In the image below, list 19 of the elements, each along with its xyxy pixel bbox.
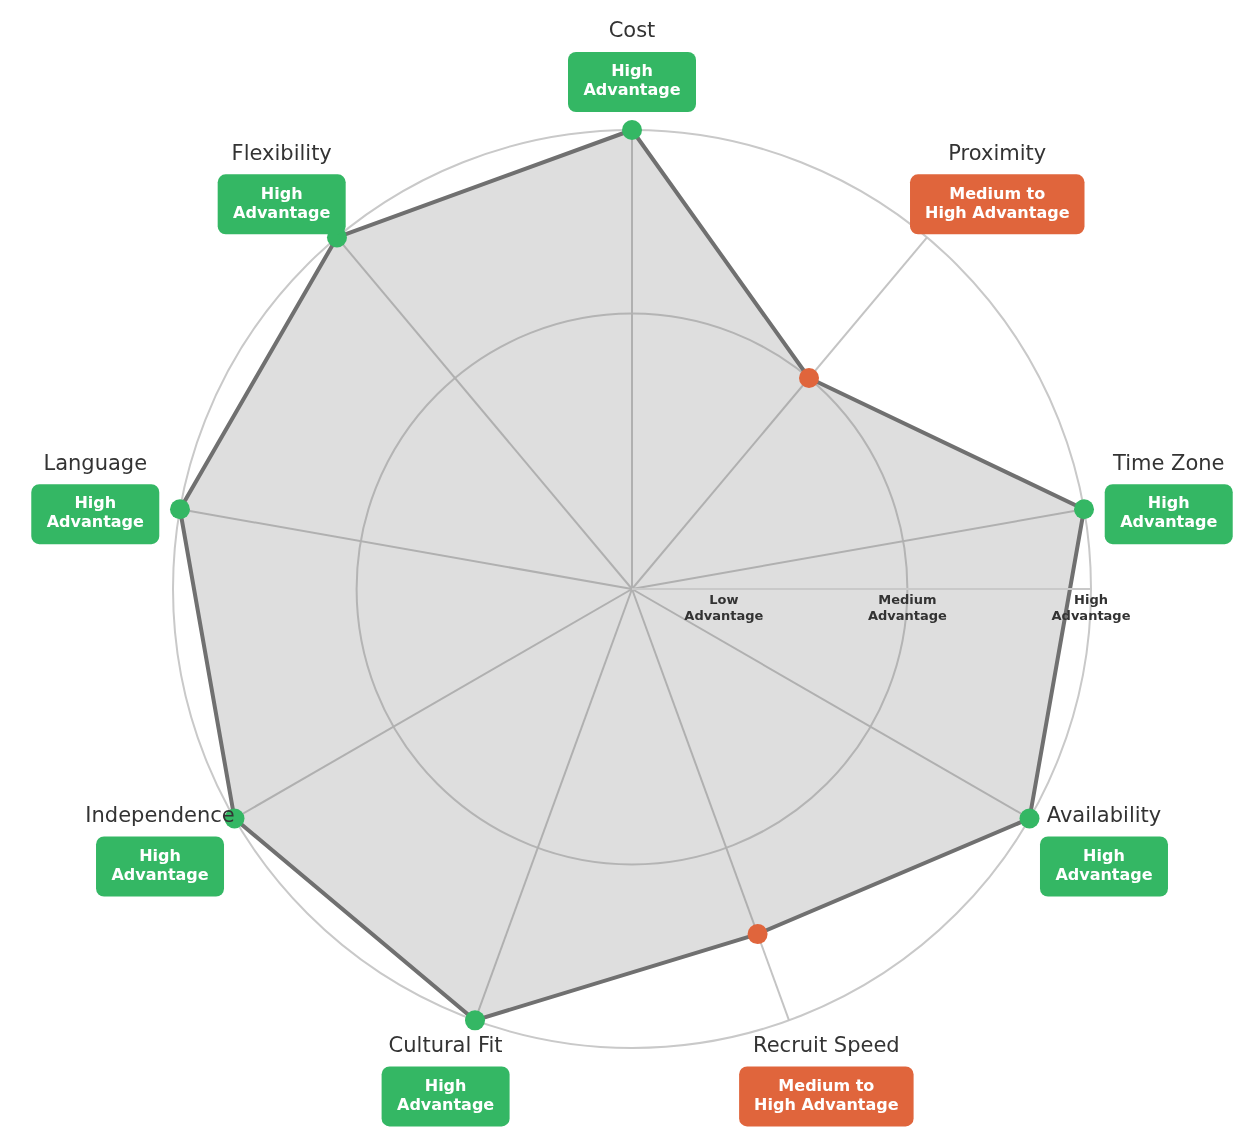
spoke-label: Proximity — [948, 140, 1047, 165]
text: High Advantage — [583, 61, 681, 100]
spoke-label: Language — [43, 450, 148, 475]
text: High Advantage — [1055, 845, 1153, 884]
spoke-label: Cultural Fit — [388, 1032, 503, 1057]
text: High Advantage — [46, 493, 145, 532]
spoke-label: Time Zone — [1111, 450, 1225, 475]
spoke-label: Availability — [1046, 802, 1162, 827]
spoke-label: Flexibility — [231, 140, 332, 165]
text: Medium to High Advantage — [925, 183, 1070, 222]
y-tick-label: Medium Advantage — [867, 592, 948, 624]
spoke-label: Recruit Speed — [753, 1032, 900, 1057]
text: High Advantage — [1120, 493, 1218, 532]
text: High Advantage — [397, 1075, 495, 1114]
spoke-label: Cost — [608, 18, 656, 43]
text: High Advantage — [111, 845, 209, 884]
y-tick-label: Low Advantage — [684, 592, 764, 624]
text: Medium to High Advantage — [754, 1075, 899, 1114]
text: High Advantage — [233, 183, 331, 222]
